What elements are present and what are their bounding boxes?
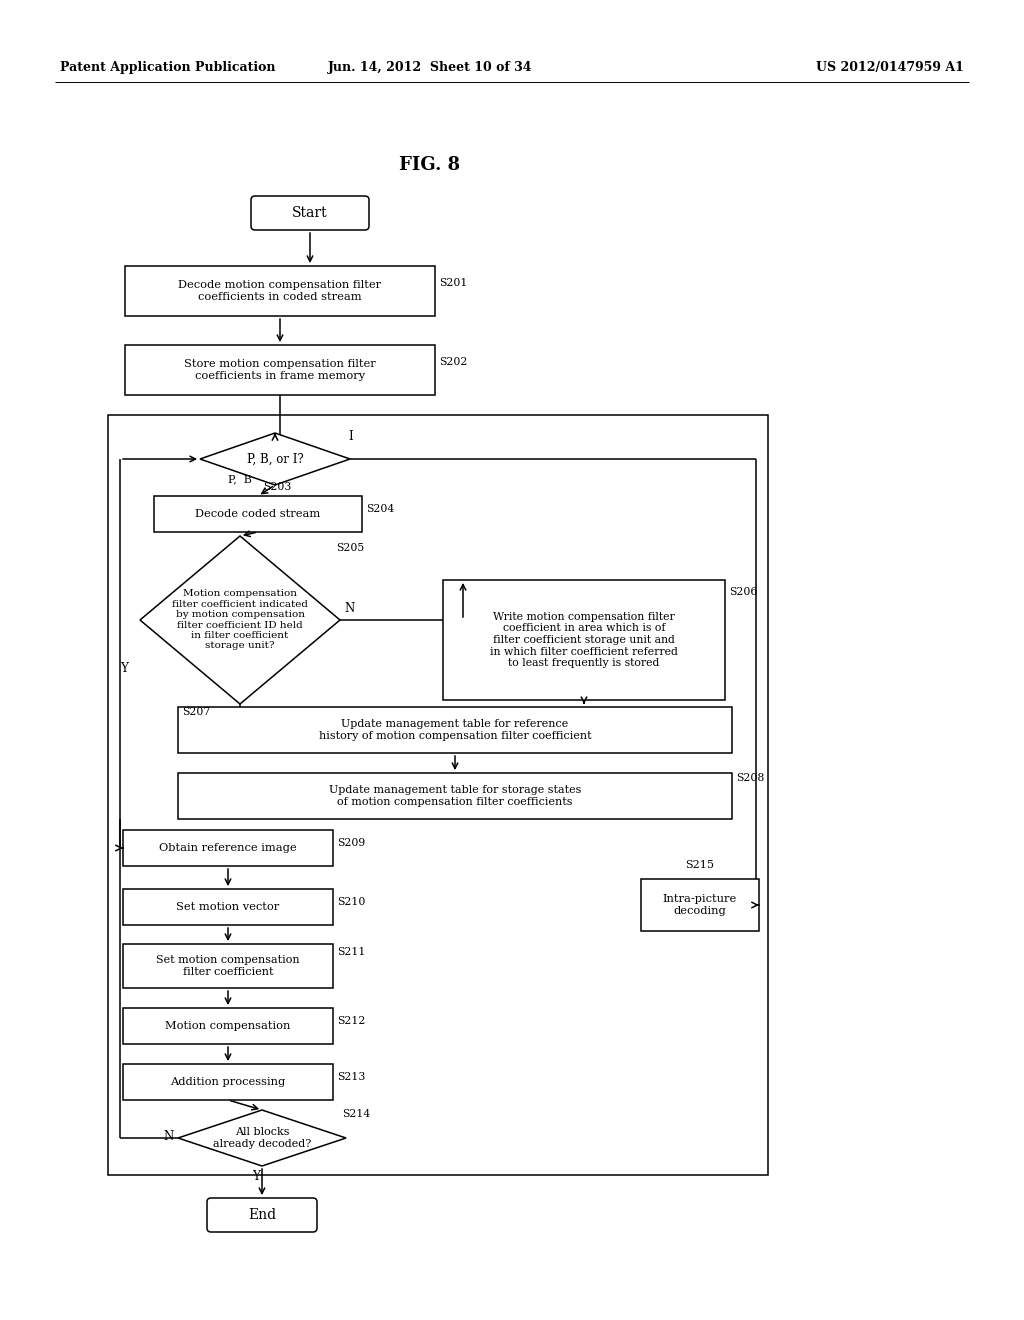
Text: S213: S213: [337, 1072, 366, 1082]
Text: Intra-picture
decoding: Intra-picture decoding: [663, 894, 737, 916]
Text: Decode coded stream: Decode coded stream: [196, 510, 321, 519]
Text: S206: S206: [729, 587, 758, 597]
Text: Write motion compensation filter
coefficient in area which is of
filter coeffici: Write motion compensation filter coeffic…: [490, 611, 678, 668]
Bar: [123, 888, 333, 925]
Text: Obtain reference image: Obtain reference image: [159, 843, 297, 853]
Polygon shape: [140, 536, 340, 704]
Text: FIG. 8: FIG. 8: [399, 156, 461, 174]
Bar: [123, 944, 333, 987]
Text: S208: S208: [736, 774, 764, 783]
Text: S212: S212: [337, 1016, 366, 1026]
Bar: [154, 496, 362, 532]
Text: Set motion vector: Set motion vector: [176, 902, 280, 912]
Text: S210: S210: [337, 898, 366, 907]
Text: N: N: [164, 1130, 174, 1143]
Bar: [125, 345, 435, 395]
Text: Y: Y: [252, 1170, 260, 1183]
Bar: [178, 774, 732, 818]
Text: S215: S215: [685, 861, 714, 870]
Text: S205: S205: [336, 543, 365, 553]
Text: Decode motion compensation filter
coefficients in coded stream: Decode motion compensation filter coeffi…: [178, 280, 382, 302]
Text: Update management table for storage states
of motion compensation filter coeffic: Update management table for storage stat…: [329, 785, 582, 807]
Text: S203: S203: [263, 482, 292, 492]
Bar: [641, 879, 759, 931]
Text: Set motion compensation
filter coefficient: Set motion compensation filter coefficie…: [157, 956, 300, 977]
Text: US 2012/0147959 A1: US 2012/0147959 A1: [816, 62, 964, 74]
Text: S211: S211: [337, 946, 366, 957]
Bar: [123, 1064, 333, 1100]
Text: Motion compensation: Motion compensation: [165, 1020, 291, 1031]
Polygon shape: [200, 433, 350, 484]
Bar: [123, 1008, 333, 1044]
Text: All blocks
already decoded?: All blocks already decoded?: [213, 1127, 311, 1148]
Text: Store motion compensation filter
coefficients in frame memory: Store motion compensation filter coeffic…: [184, 359, 376, 380]
Text: Y: Y: [120, 661, 128, 675]
Text: End: End: [248, 1208, 276, 1222]
Text: Start: Start: [292, 206, 328, 220]
Bar: [125, 267, 435, 315]
Text: Update management table for reference
history of motion compensation filter coef: Update management table for reference hi…: [318, 719, 591, 741]
Text: P,  B: P, B: [228, 474, 252, 484]
Text: P, B, or I?: P, B, or I?: [247, 453, 303, 466]
Text: S201: S201: [439, 279, 467, 288]
Bar: [443, 579, 725, 700]
FancyBboxPatch shape: [251, 195, 369, 230]
Text: S202: S202: [439, 356, 467, 367]
Text: S209: S209: [337, 838, 366, 847]
Bar: [108, 414, 768, 1175]
Text: Addition processing: Addition processing: [170, 1077, 286, 1086]
Polygon shape: [178, 1110, 346, 1166]
Text: Motion compensation
filter coefficient indicated
by motion compensation
filter c: Motion compensation filter coefficient i…: [172, 590, 308, 651]
Bar: [178, 708, 732, 752]
Text: I: I: [348, 430, 352, 444]
Text: Jun. 14, 2012  Sheet 10 of 34: Jun. 14, 2012 Sheet 10 of 34: [328, 62, 532, 74]
Text: S214: S214: [342, 1109, 371, 1119]
Bar: [123, 830, 333, 866]
Text: N: N: [344, 602, 354, 615]
FancyBboxPatch shape: [207, 1199, 317, 1232]
Text: S204: S204: [366, 504, 394, 513]
Text: Patent Application Publication: Patent Application Publication: [60, 62, 275, 74]
Text: S207: S207: [182, 708, 210, 717]
